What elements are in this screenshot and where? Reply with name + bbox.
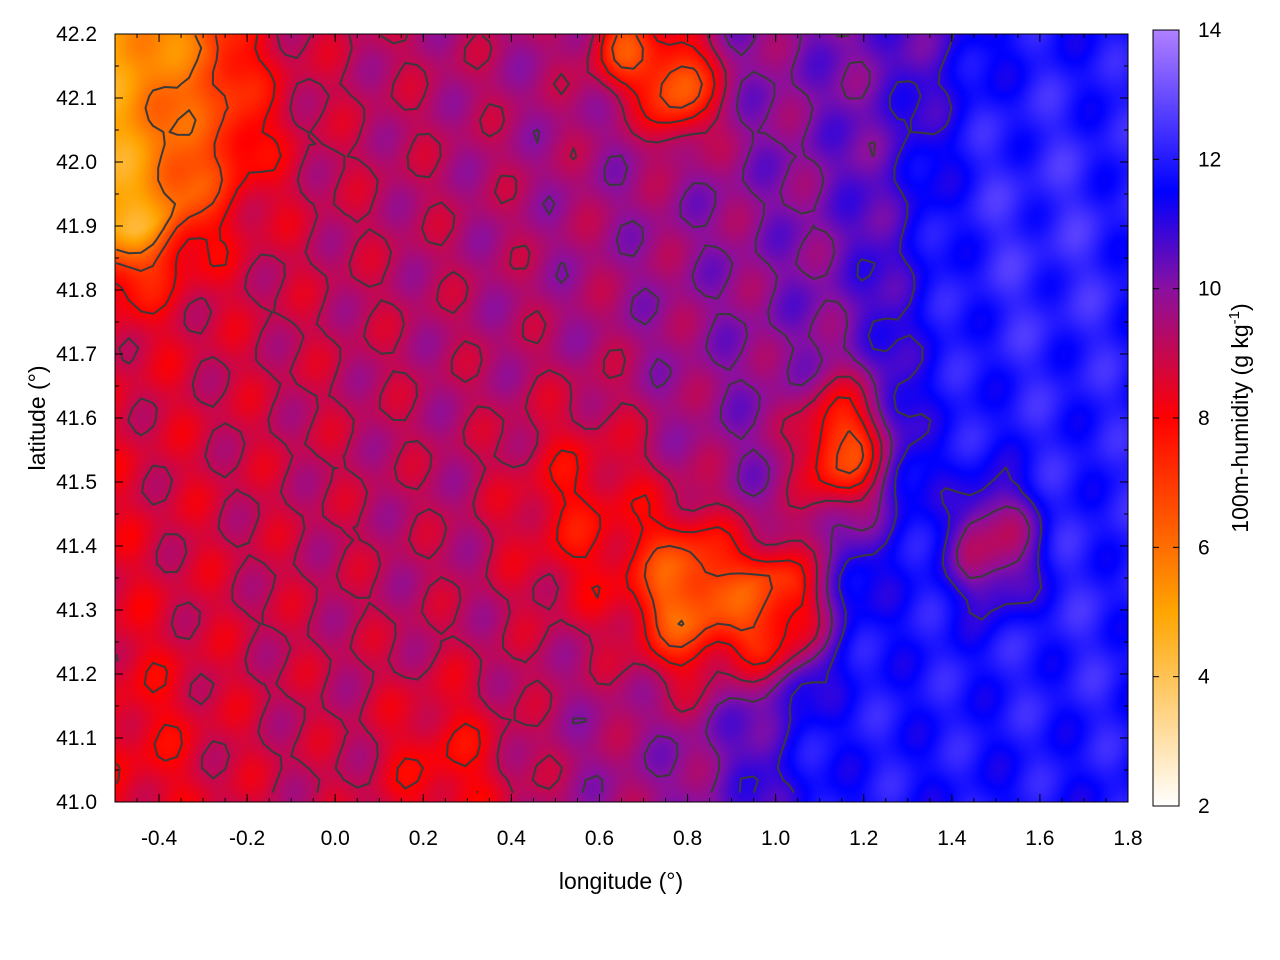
- colorbar-tick-label: 6: [1198, 536, 1210, 559]
- contour-level-2: [116, 35, 875, 793]
- y-tick-label: 41.1: [56, 727, 97, 750]
- x-tick-label: 1.2: [849, 827, 878, 850]
- x-axis-label: longitude (°): [559, 868, 683, 894]
- colorbar-label: 100m-humidity (g kg-1): [1226, 303, 1253, 532]
- y-tick-label: 41.9: [56, 215, 97, 238]
- y-tick-label: 42.2: [56, 23, 97, 46]
- y-tick-label: 42.0: [56, 151, 97, 174]
- colorbar-tick-label: 2: [1198, 795, 1210, 818]
- colorbar-label-end: ): [1227, 303, 1253, 311]
- colorbar-tick-label: 8: [1198, 407, 1210, 430]
- y-tick-label: 41.4: [56, 535, 97, 558]
- colorbar-tick-label: 12: [1198, 148, 1221, 171]
- colorbar-label-sup: -1: [1226, 311, 1243, 324]
- y-axis-label: latitude (°): [24, 365, 50, 470]
- contour-level-3: [116, 35, 883, 793]
- x-axis: -0.4 -0.2 0.0 0.2 0.4 0.6 0.8 1.0 1.2 1.4 1.6 1.8: [114, 34, 1143, 850]
- x-tick-label: 1.8: [1113, 827, 1142, 850]
- contour-lines: [116, 35, 1043, 793]
- y-tick-label: 41.6: [56, 407, 97, 430]
- y-axis: 41.0 41.1 41.2 41.3 41.4 41.5 41.6 41.7 41.8 41.9…: [56, 23, 1128, 814]
- contour-level-1: [116, 35, 865, 649]
- y-tick-label: 41.2: [56, 663, 97, 686]
- x-tick-label: 0.6: [585, 827, 614, 850]
- colorbar: 2 4 6 8 10 12 14 100m-humidity (g kg-1): [1152, 19, 1253, 818]
- colorbar-tick-label: 4: [1198, 666, 1210, 689]
- y-tick-label: 41.5: [56, 471, 97, 494]
- contour-level-5: [738, 35, 1043, 793]
- x-tick-label: 1.0: [761, 827, 790, 850]
- y-tick-label: 41.8: [56, 279, 97, 302]
- x-tick-label: 0.2: [409, 827, 438, 850]
- y-tick-label: 42.1: [56, 87, 97, 110]
- y-tick-label: 41.3: [56, 599, 97, 622]
- colorbar-tick-label: 14: [1198, 19, 1222, 42]
- x-tick-label: -0.4: [141, 827, 178, 850]
- x-tick-label: 0.0: [321, 827, 350, 850]
- contour-level-0: [116, 35, 685, 627]
- colorbar-label-main: 100m-humidity (g kg: [1227, 324, 1253, 532]
- x-tick-label: 0.4: [497, 827, 527, 850]
- colorbar-ticks: 2 4 6 8 10 12 14: [1153, 19, 1222, 818]
- x-tick-label: 1.4: [937, 827, 967, 850]
- x-tick-label: 1.6: [1025, 827, 1054, 850]
- x-tick-label: 0.8: [673, 827, 702, 850]
- x-tick-label: -0.2: [229, 827, 265, 850]
- contour-level-4: [532, 35, 1031, 793]
- y-tick-label: 41.7: [56, 343, 97, 366]
- plot-area: [114, 33, 1129, 803]
- y-tick-label: 41.0: [56, 791, 97, 814]
- colorbar-tick-label: 10: [1198, 278, 1221, 301]
